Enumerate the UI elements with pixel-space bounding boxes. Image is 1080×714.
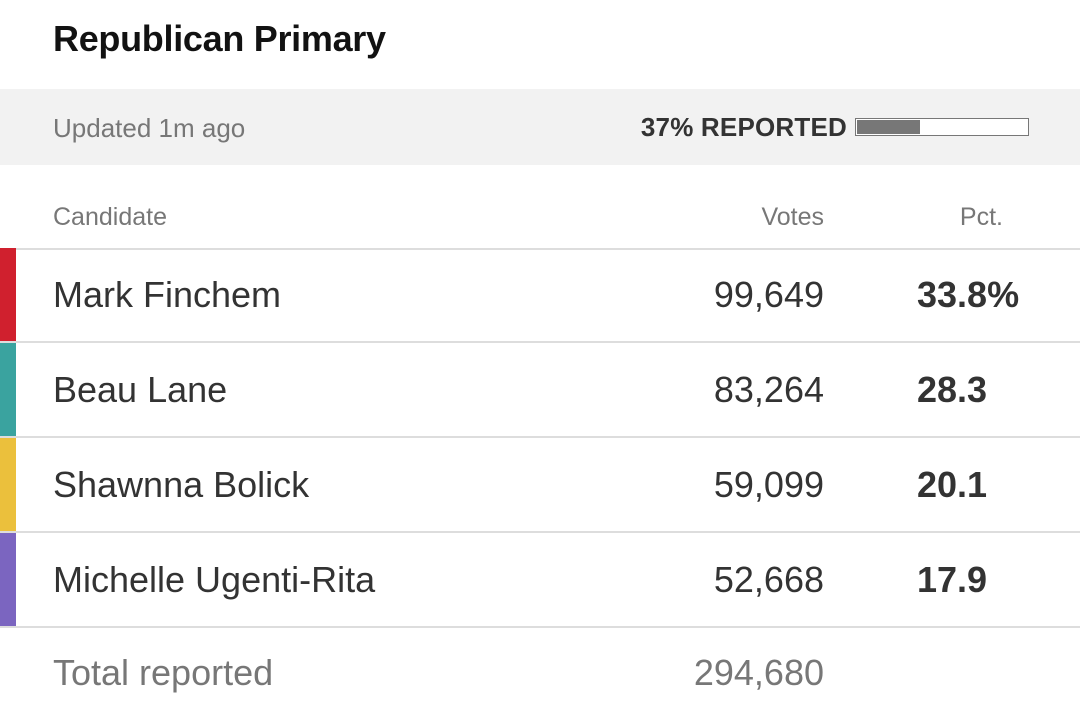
table-header: Candidate Votes Pct. [0,190,1080,250]
reported-label: 37% REPORTED [640,112,847,142]
header-votes: Votes [761,203,824,231]
total-votes: 294,680 [693,652,824,693]
candidate-color-swatch [0,438,16,531]
status-bar: Updated 1m ago 37% REPORTED [0,89,1080,165]
candidate-pct: 17.9 [917,559,988,600]
results-table: Mark Finchem 99,649 33.8% Beau Lane 83,2… [0,248,1080,628]
header-pct: Pct. [959,203,1003,231]
candidate-color-swatch [0,533,16,626]
candidate-name: Mark Finchem [53,274,282,315]
candidate-name: Beau Lane [53,369,228,410]
header-candidate: Candidate [53,203,167,231]
candidate-votes: 99,649 [713,274,824,315]
table-row: Mark Finchem 99,649 33.8% [0,248,1080,343]
table-row: Shawnna Bolick 59,099 20.1 [0,438,1080,533]
candidate-votes: 59,099 [713,464,824,505]
candidate-name: Shawnna Bolick [53,464,310,505]
candidate-pct: 20.1 [917,464,988,505]
race-title: Republican Primary [53,18,386,59]
updated-timestamp: Updated 1m ago [53,113,246,143]
reporting-progress-fill [857,120,920,134]
table-row: Michelle Ugenti-Rita 52,668 17.9 [0,533,1080,628]
candidate-votes: 52,668 [713,559,824,600]
candidate-color-swatch [0,248,16,341]
candidate-pct: 33.8% [917,274,1020,315]
candidate-color-swatch [0,343,16,436]
candidate-pct: 28.3 [917,369,988,410]
reporting-progress-bar [855,118,1029,136]
total-row: Total reported 294,680 [0,626,1080,714]
total-label: Total reported [53,652,274,693]
candidate-votes: 83,264 [713,369,824,410]
table-row: Beau Lane 83,264 28.3 [0,343,1080,438]
candidate-name: Michelle Ugenti-Rita [53,559,376,600]
